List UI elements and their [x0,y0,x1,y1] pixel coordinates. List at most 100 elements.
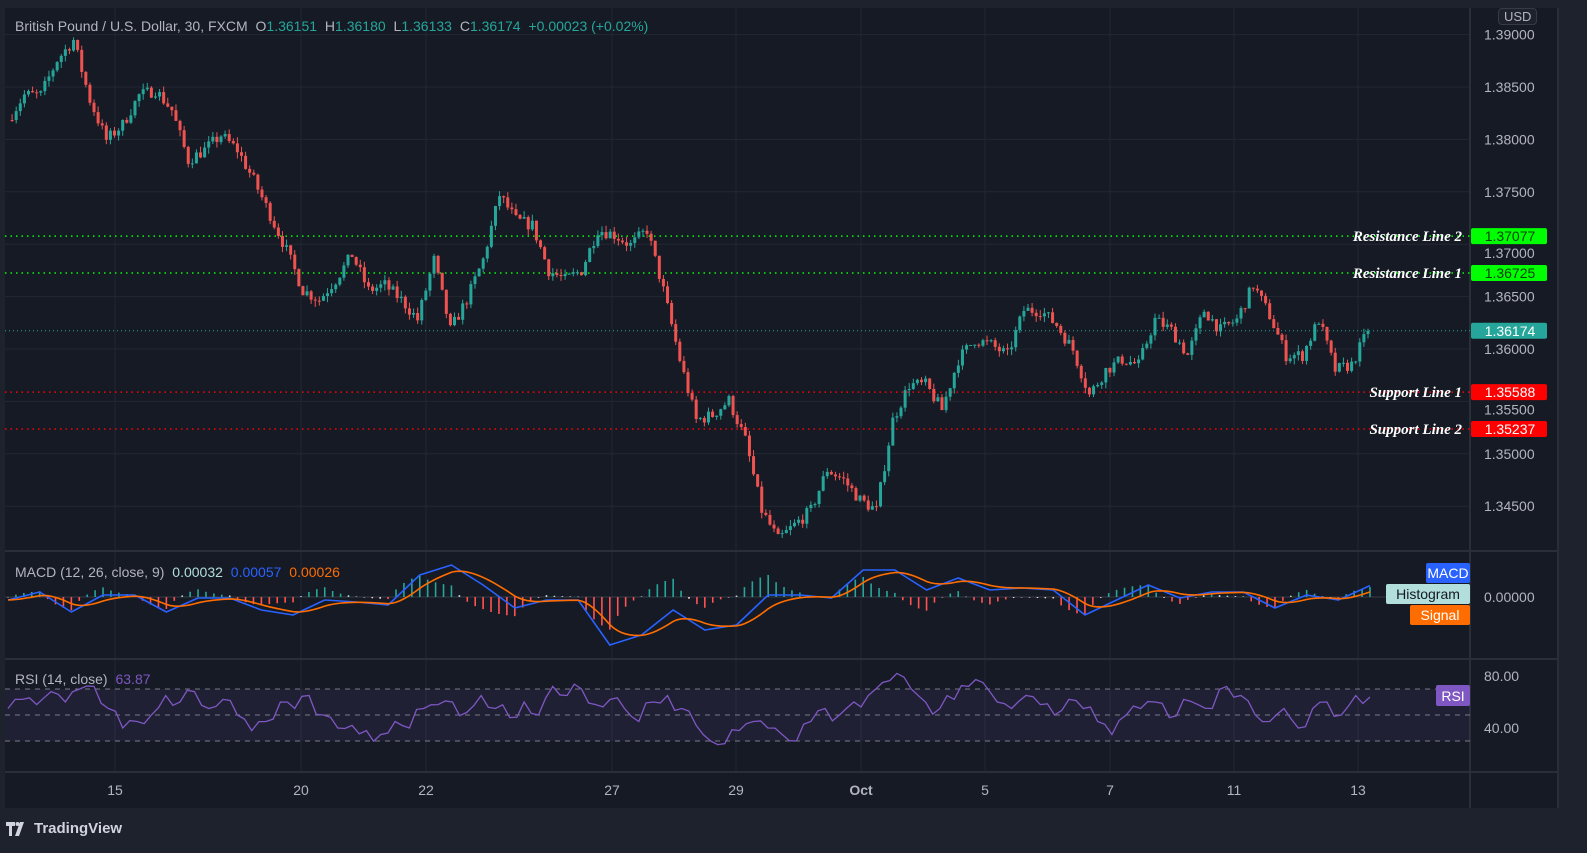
macd-histogram-bar [957,591,960,597]
candle-body [854,488,858,501]
chart-background [5,8,1558,808]
candle-body [1116,356,1120,363]
candle-body [379,284,383,288]
candle-body [539,240,543,248]
candle-body [727,396,731,406]
candle-body [1206,311,1210,321]
macd-histogram-bar [1171,597,1173,602]
candle-body [22,94,26,104]
candle-body [399,296,403,299]
macd-histogram-bar [672,578,674,597]
macd-series-tag [1410,605,1470,625]
candle-body [297,269,301,287]
macd-histogram-bar [474,597,476,607]
candle-body [493,206,497,226]
candle-body [1317,323,1321,325]
macd-histogram-bar [513,597,516,617]
candle-body [1100,382,1104,385]
candle-body [956,365,960,373]
rsi-legend: RSI (14, close) 63.87 [15,671,155,687]
candle-body [715,415,719,417]
axes[interactable]: 1.39000 1.38500 1.38000 1.37500 1.37000 1.365… [107,27,1547,798]
candle-body [620,240,624,243]
time-tick-label: 20 [293,782,309,798]
candle-body [694,399,698,420]
macd-histogram-bar [1052,597,1055,599]
candle-body [977,344,981,346]
candle-body [801,519,805,524]
macd-histogram-bar [482,597,484,610]
macd-histogram-bar [1194,597,1197,598]
candle-body [444,289,448,314]
candle-body [289,245,293,255]
candle-body [829,471,833,475]
candle-body [1313,324,1317,341]
candle-body [616,238,620,241]
candle-body [817,490,821,504]
macd-histogram-bar [941,597,944,598]
candle-body [1280,334,1284,341]
candle-body [313,299,317,301]
candle-body [555,273,559,275]
macd-histogram-bar [648,589,651,597]
macd-histogram-bar [1202,595,1205,597]
candle-body [1268,303,1272,320]
currency-button[interactable]: USD [1498,8,1538,25]
candle-body [293,254,297,270]
candle-body [629,243,633,246]
macd-histogram-bar [925,597,928,611]
candle-body [678,341,682,361]
candle-body [403,296,407,309]
macd-histogram-bar [1092,597,1094,605]
candle-body [1214,319,1218,332]
candle-body [149,87,153,98]
level-lines: Resistance Line 2 Resistance Line 1 Suppor… [5,229,1470,438]
time-tick-label: 22 [418,782,434,798]
candle-body [84,71,88,85]
candle-body [141,89,145,95]
candle-body [1325,326,1329,341]
candle-body [321,296,325,301]
macd-signal-value: 0.00026 [289,564,340,580]
candle-body [51,70,55,77]
time-tick-label: 15 [107,782,123,798]
candle-body [366,282,370,287]
resistance-price-badge [1471,265,1547,282]
candle-body [719,409,723,416]
low-value: 1.36133 [401,18,452,34]
macd-histogram-bar [490,597,492,613]
macd-series-tag [1426,563,1470,583]
tradingview-logo[interactable]: TradingView [6,820,122,837]
candle-body [309,291,313,300]
candle-body [80,49,84,72]
candle-body [1341,362,1345,364]
candle-body [26,90,30,95]
candle-body [1014,330,1018,348]
candle-body [567,273,571,275]
candle-body [1346,362,1350,371]
macd-histogram-bar [1028,597,1031,598]
macd-histogram-bar [767,574,769,597]
candle-body [756,474,760,487]
candle-body [268,202,272,221]
candle-body [1042,313,1046,317]
candle-body [657,255,661,279]
candle-body [559,274,563,277]
candle-body [153,96,157,98]
pane-separators [5,8,1559,808]
candle-body [207,141,211,148]
macd-histogram-bar [1068,597,1070,611]
macd-histogram-value: 0.00032 [172,564,223,580]
candle-body [895,416,899,418]
support-price-badge [1471,384,1547,401]
macd-histogram-bar [395,589,397,597]
price-tick-label: 1.38000 [1484,131,1535,147]
macd-histogram-bar [1218,595,1221,597]
macd-histogram-bar [902,597,904,601]
macd-histogram-bar [1321,596,1324,597]
macd-histogram-bar [78,597,81,601]
macd-histogram-bar [1226,595,1229,597]
candle-body [1026,307,1030,311]
macd-histogram-bar [1163,597,1165,598]
